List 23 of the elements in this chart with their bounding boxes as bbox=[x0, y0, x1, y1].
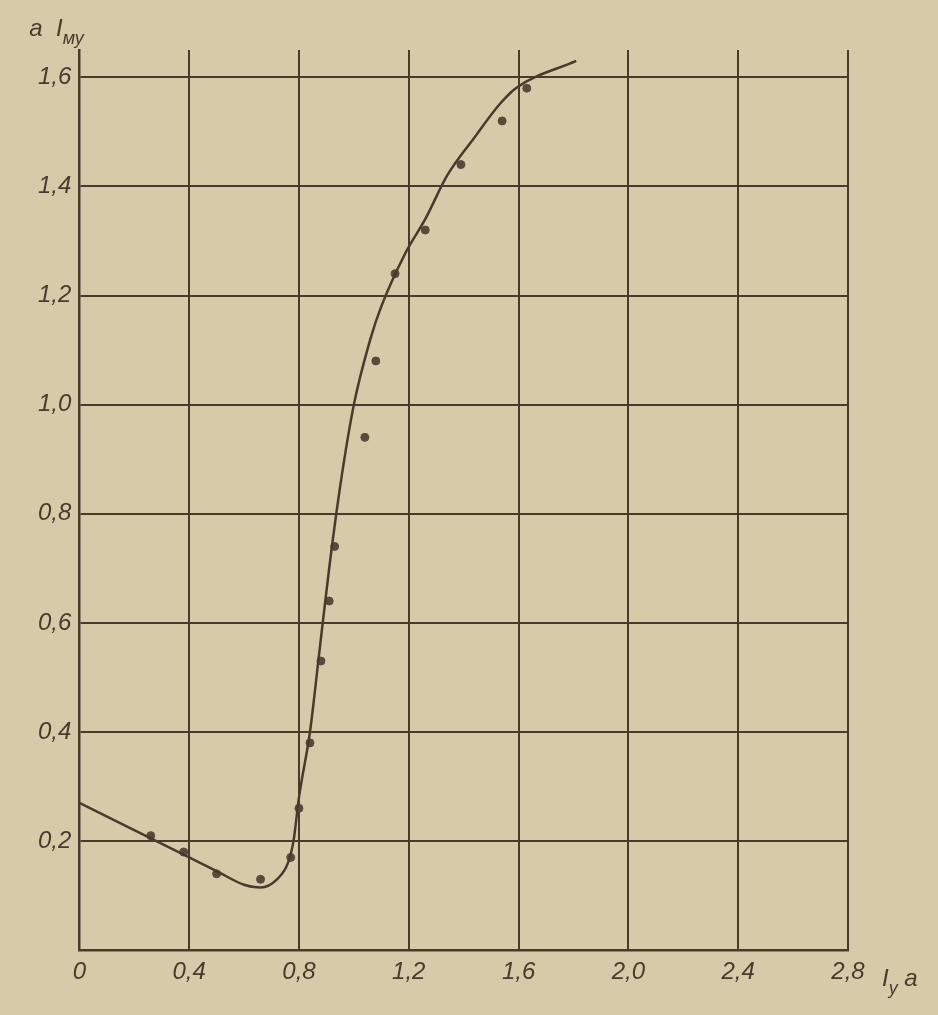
y-tick-label: 1,4 bbox=[37, 171, 72, 199]
x-tick-label: 2,4 bbox=[720, 957, 755, 985]
y-tick-label: 1,0 bbox=[37, 389, 72, 417]
y-tick-label: 1,6 bbox=[37, 61, 72, 89]
x-tick-label: 0 bbox=[72, 957, 87, 985]
x-tick-label: 0,8 bbox=[282, 957, 317, 985]
y-tick-label: 0,8 bbox=[37, 498, 72, 526]
y-tick-label: 1,2 bbox=[37, 280, 72, 308]
y-tick-label: 0,2 bbox=[37, 825, 72, 853]
x-tick-label: 1,2 bbox=[392, 957, 426, 985]
point bbox=[456, 160, 466, 170]
point bbox=[256, 874, 266, 884]
point bbox=[522, 83, 532, 93]
point bbox=[420, 225, 430, 235]
y-tick-label: 0,4 bbox=[37, 716, 72, 744]
y-tick-label: 0,6 bbox=[37, 607, 72, 635]
x-tick-label: 2,8 bbox=[830, 957, 866, 985]
point bbox=[360, 432, 370, 442]
x-tick-label: 2,0 bbox=[610, 957, 646, 985]
x-tick-label: 0,4 bbox=[172, 957, 206, 985]
point bbox=[371, 356, 381, 366]
point bbox=[497, 116, 507, 126]
x-tick-label: 1,6 bbox=[501, 957, 536, 985]
